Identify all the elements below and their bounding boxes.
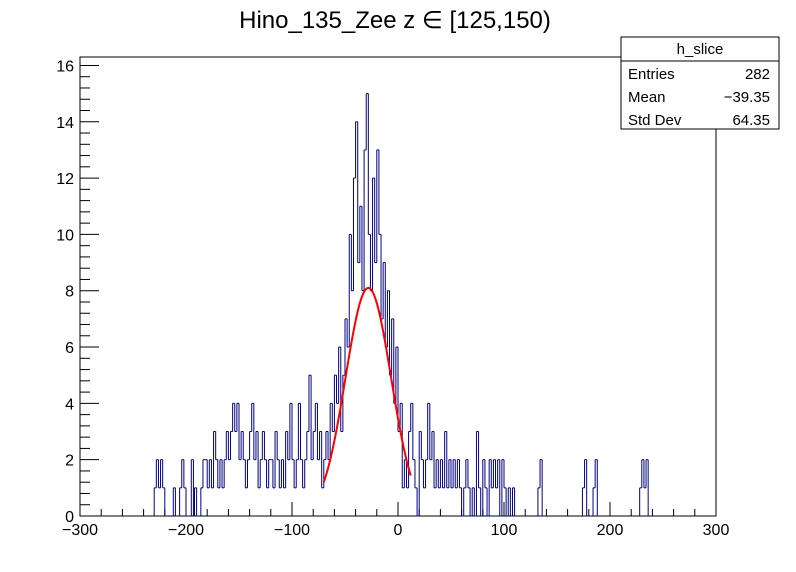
x-tick-label: −100 [274,522,310,539]
gaussian-fit-curve [322,286,412,483]
stats-box-frame [620,36,780,130]
stats-stddev-label: Std Dev [628,112,682,129]
stats-stddev-value: 64.35 [732,112,770,129]
x-tick-label: 300 [703,522,730,539]
x-tick-label: −200 [168,522,204,539]
y-tick-label: 4 [65,396,74,413]
y-tick-label: 6 [65,340,74,357]
x-axis: −300 −200 −100 0 100 200 300 [62,502,729,539]
y-tick-label: 2 [65,453,74,470]
stats-entries-value: 282 [745,66,770,83]
y-axis: 0 2 4 6 8 10 12 14 16 [56,58,99,526]
y-tick-label: 14 [56,115,74,132]
stats-mean-label: Mean [628,89,666,106]
histogram-series [101,93,651,517]
stats-entries-label: Entries [628,66,675,83]
x-tick-label: 200 [597,522,624,539]
stats-box: h_slice Entries 282 Mean −39.35 Std Dev … [620,36,780,130]
x-tick-label: 0 [394,522,403,539]
y-tick-label: 0 [65,509,74,526]
stats-mean-value: −39.35 [724,89,770,106]
x-tick-label: 100 [491,522,518,539]
fit-layer [322,286,412,483]
y-tick-label: 10 [56,227,74,244]
y-tick-label: 16 [56,58,74,75]
x-tick-label: −300 [62,522,98,539]
y-tick-label: 12 [56,171,74,188]
chart-title: Hino_135_Zee z ∈ [125,150) [239,7,551,34]
y-tick-label: 8 [65,284,74,301]
stats-box-title: h_slice [677,41,724,58]
